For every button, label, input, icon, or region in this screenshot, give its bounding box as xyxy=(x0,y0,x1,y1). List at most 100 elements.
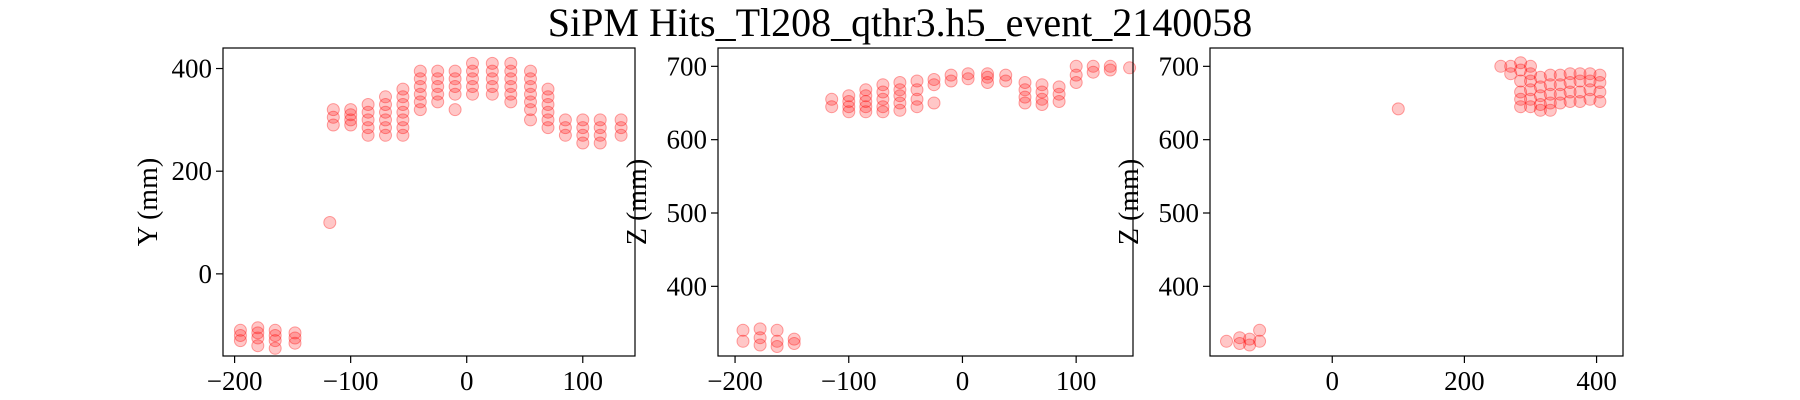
data-point xyxy=(1543,68,1557,82)
data-point xyxy=(541,121,555,135)
data-point xyxy=(1573,67,1587,81)
data-point xyxy=(770,340,784,353)
axes-frame xyxy=(717,47,1134,357)
x-tick-label: −200 xyxy=(207,366,263,396)
data-point xyxy=(344,108,358,122)
data-point xyxy=(1123,61,1137,75)
data-point xyxy=(1052,80,1066,94)
data-point xyxy=(1524,74,1537,88)
data-point xyxy=(1524,67,1537,81)
data-point xyxy=(1533,98,1547,111)
data-point xyxy=(910,74,924,88)
data-point xyxy=(268,334,282,348)
data-point xyxy=(1524,59,1537,73)
data-point xyxy=(1103,59,1117,73)
data-point xyxy=(1524,92,1537,106)
data-point xyxy=(268,329,282,342)
data-point xyxy=(1573,95,1587,108)
x-tick-label: 100 xyxy=(1056,366,1097,396)
data-point xyxy=(413,64,427,78)
data-point xyxy=(1553,68,1567,82)
data-point xyxy=(485,72,499,86)
figure-title: SiPM Hits_Tl208_qthr3.h5_event_2140058 xyxy=(548,0,1252,45)
y-tick-label: 700 xyxy=(667,51,708,81)
data-point xyxy=(323,216,337,229)
data-point xyxy=(233,323,247,337)
data-point xyxy=(524,80,537,93)
data-point xyxy=(504,95,518,109)
y-tick-label: 400 xyxy=(172,54,213,84)
data-point xyxy=(1233,337,1247,350)
data-point xyxy=(466,56,479,70)
data-point xyxy=(876,100,890,114)
data-point xyxy=(524,113,537,127)
data-point xyxy=(344,118,358,132)
x-tick-label: −100 xyxy=(323,366,379,396)
data-point xyxy=(524,64,537,78)
data-point xyxy=(1035,85,1049,99)
data-point xyxy=(787,332,801,346)
data-point xyxy=(326,118,340,132)
data-point xyxy=(910,83,924,97)
data-point xyxy=(876,92,890,106)
data-point xyxy=(448,80,462,93)
data-point xyxy=(288,336,302,350)
data-points xyxy=(736,59,1137,353)
data-point xyxy=(1583,74,1597,88)
data-point xyxy=(927,96,941,110)
x-tick-label: 100 xyxy=(563,366,604,396)
y-tick-label: 400 xyxy=(1159,271,1200,301)
data-point xyxy=(379,121,392,135)
panel-xy: −200 −100 0 100 0 200 400 Y (mm) xyxy=(133,47,636,396)
data-point xyxy=(251,321,265,335)
data-point xyxy=(593,121,607,135)
x-tick-label: −200 xyxy=(707,366,763,396)
data-point xyxy=(825,92,839,106)
data-point xyxy=(1069,68,1083,82)
y-tick-label: 600 xyxy=(667,125,708,155)
data-point xyxy=(485,80,499,93)
data-point xyxy=(944,74,958,88)
data-point xyxy=(1553,78,1567,92)
data-point xyxy=(448,87,462,101)
data-point xyxy=(593,128,607,142)
data-point xyxy=(1069,76,1083,89)
axes-frame xyxy=(222,47,636,357)
data-point xyxy=(485,56,499,70)
data-point xyxy=(1253,334,1267,348)
data-point xyxy=(344,113,358,127)
data-point xyxy=(1086,59,1100,73)
data-point xyxy=(1018,96,1032,110)
data-point xyxy=(504,64,518,78)
data-point xyxy=(893,76,907,89)
data-point xyxy=(825,100,839,114)
data-point xyxy=(753,331,767,345)
data-point xyxy=(466,72,479,86)
panel-xz: −200 −100 0 100 400 500 600 700 Z (mm) xyxy=(622,47,1137,396)
data-point xyxy=(251,326,265,340)
data-point xyxy=(431,80,445,93)
data-point xyxy=(1514,85,1528,99)
data-point xyxy=(379,113,392,127)
panels: −200 −100 0 100 0 200 400 Y (mm) −200 −100 0 100 400… xyxy=(133,47,1624,396)
data-point xyxy=(614,113,628,127)
data-point xyxy=(504,87,518,101)
data-point xyxy=(859,83,873,97)
data-point xyxy=(558,128,572,142)
data-point xyxy=(448,103,462,117)
data-point xyxy=(524,87,537,101)
data-point xyxy=(859,89,873,103)
data-point xyxy=(1524,83,1537,97)
data-point xyxy=(927,78,941,92)
data-point xyxy=(787,337,801,350)
data-point xyxy=(558,121,572,135)
data-point xyxy=(842,95,856,108)
data-point xyxy=(1573,74,1587,88)
data-point xyxy=(396,105,410,119)
data-point xyxy=(961,67,975,81)
x-tick-label: 0 xyxy=(956,366,970,396)
data-point xyxy=(1504,67,1518,81)
data-point xyxy=(541,82,555,96)
data-point xyxy=(288,331,302,345)
